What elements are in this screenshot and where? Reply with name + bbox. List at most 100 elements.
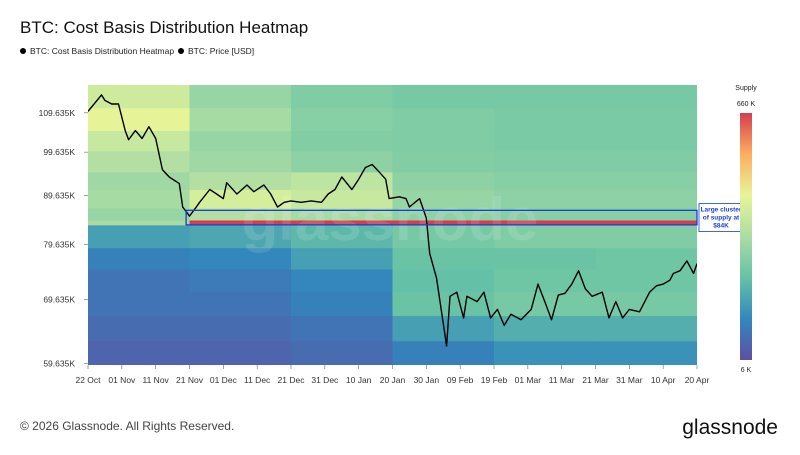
- heatmap-cell: [88, 171, 190, 190]
- heatmap-cell: [189, 107, 292, 132]
- legend-marker: [178, 48, 184, 54]
- heatmap-cell: [189, 150, 292, 173]
- heatmap-cell: [189, 85, 292, 109]
- heatmap-cell: [189, 315, 292, 342]
- heatmap-cell: [392, 247, 495, 270]
- colorbar-title: Supply: [735, 85, 757, 92]
- legend-label: BTC: Price [USD]: [188, 46, 254, 56]
- heatmap-cell: [88, 247, 190, 270]
- heatmap-cell: [291, 107, 393, 132]
- y-tick-label: 79.635K: [43, 239, 75, 249]
- x-tick-label: 20 Apr: [685, 375, 710, 385]
- heatmap-cell: [88, 224, 190, 249]
- heatmap-cell: [291, 150, 393, 173]
- x-tick-label: 11 Nov: [143, 375, 170, 385]
- colorbar-gradient: [740, 113, 752, 360]
- heatmap-cell: [595, 340, 697, 365]
- heatmap-cell: [291, 85, 393, 109]
- logo: glassnode: [682, 416, 778, 439]
- price-line: [88, 94, 697, 347]
- heatmap-cell: [595, 207, 697, 221]
- heatmap-cell: [88, 189, 190, 209]
- heatmap-cell: [189, 189, 292, 209]
- y-tick-label: 89.635K: [43, 191, 75, 201]
- x-tick-label: 21 Dec: [278, 375, 306, 385]
- y-tick-label: 69.635K: [43, 295, 75, 305]
- heatmap-cell: [392, 219, 495, 226]
- heatmap-cell: [494, 340, 596, 365]
- annotation-text: Large cluster: [701, 207, 742, 214]
- heatmap-cell: [291, 315, 393, 342]
- chart-title: BTC: Cost Basis Distribution Heatmap: [20, 18, 308, 37]
- x-tick-label: 11 Dec: [244, 375, 271, 385]
- heatmap-cell: [595, 247, 697, 270]
- heatmap-cell: [494, 171, 596, 190]
- heatmap-cell: [88, 130, 190, 152]
- heatmap-cell: [189, 269, 292, 293]
- y-tick-label: 99.635K: [43, 147, 75, 157]
- heatmap-cell: [291, 291, 393, 316]
- x-tick-label: 21 Nov: [176, 375, 204, 385]
- heatmap-cell: [595, 107, 697, 132]
- watermark: glassnode: [242, 186, 539, 253]
- heatmap-cell: [392, 130, 495, 152]
- heatmap-cell: [494, 247, 596, 270]
- heatmap: [88, 85, 697, 365]
- colorbar-tick-label: 6 K: [741, 367, 752, 374]
- heatmap-cell: [595, 189, 697, 209]
- heatmap-cell: [392, 207, 495, 221]
- heatmap-cell: [392, 269, 495, 293]
- heatmap-cell: [392, 150, 495, 173]
- heatmap-cell: [189, 291, 292, 316]
- heatmap-cell: [291, 224, 393, 249]
- heatmap-cell: [88, 315, 190, 342]
- x-tick-label: 11 Mar: [549, 375, 575, 385]
- heatmap-cell: [494, 224, 596, 249]
- heatmap-cell: [392, 107, 495, 132]
- annotation-box: [185, 209, 698, 226]
- heatmap-cell: [595, 130, 697, 152]
- heatmap-cell: [291, 269, 393, 293]
- heatmap-cell: [494, 269, 596, 293]
- x-tick-label: 10 Jan: [346, 375, 372, 385]
- heatmap-cell: [595, 224, 697, 249]
- heatmap-cell: [291, 340, 393, 365]
- heatmap-cell: [291, 189, 393, 209]
- heatmap-cell: [494, 219, 596, 226]
- x-tick-label: 31 Mar: [616, 375, 643, 385]
- annotation-text: $84K: [713, 223, 729, 230]
- x-tick-label: 01 Nov: [108, 375, 136, 385]
- x-tick-label: 31 Dec: [311, 375, 339, 385]
- heatmap-cell: [88, 340, 190, 365]
- heatmap-cell: [291, 219, 393, 226]
- heatmap-cell: [189, 219, 292, 226]
- heatmap-cell: [392, 224, 495, 249]
- heatmap-cell: [595, 219, 697, 226]
- heatmap-cell: [189, 207, 292, 221]
- heatmap-cell: [189, 130, 292, 152]
- heatmap-cell: [595, 85, 697, 109]
- heatmap-cell: [392, 340, 495, 365]
- colorbar-tick-label: 660 K: [737, 101, 756, 108]
- heatmap-cell: [494, 315, 596, 342]
- heatmap-cell: [189, 171, 292, 190]
- price-layer: [88, 94, 697, 347]
- x-tick-label: 09 Feb: [447, 375, 474, 385]
- axes: 109.635K 99.635K 89.635K 79.635K 69.635K 59.6…: [39, 108, 710, 385]
- heatmap-cell: [291, 171, 393, 190]
- x-tick-label: 20 Jan: [380, 375, 406, 385]
- x-tick-label: 22 Oct: [75, 375, 101, 385]
- heatmap-cell: [494, 85, 596, 109]
- heatmap-cell: [494, 130, 596, 152]
- y-tick-label: 109.635K: [39, 108, 76, 118]
- heatmap-cell: [88, 150, 190, 173]
- legend-label: BTC: Cost Basis Distribution Heatmap: [30, 46, 174, 56]
- heatmap-cell: [189, 247, 292, 270]
- heatmap-cell: [88, 291, 190, 316]
- heatmap-cell: [88, 107, 190, 132]
- heatmap-cell: [494, 189, 596, 209]
- copyright: © 2026 Glassnode. All Rights Reserved.: [20, 419, 234, 433]
- heatmap-cell: [392, 189, 495, 209]
